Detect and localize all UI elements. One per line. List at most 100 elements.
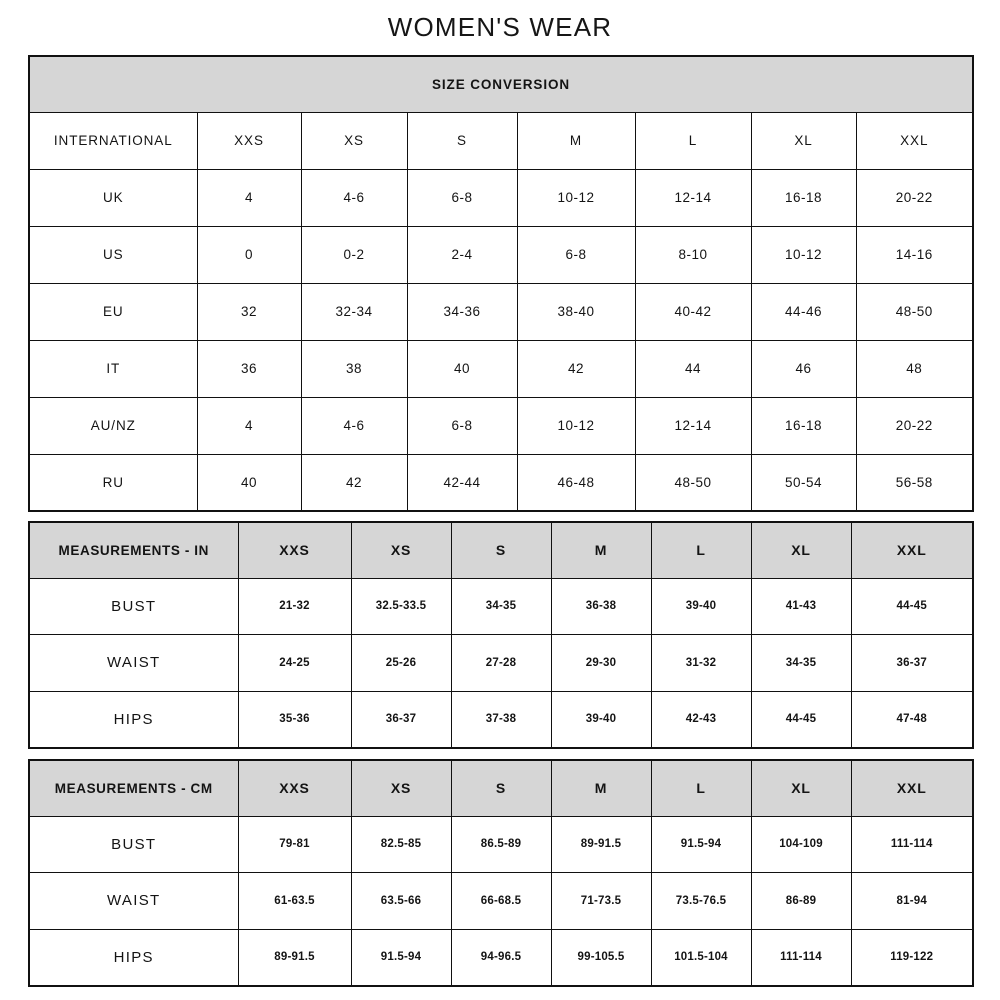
row-label-us: US [28,225,198,284]
cell-in-waist-xxs: 24-25 [237,634,352,692]
cell-in-hips-l: 42-43 [650,690,752,748]
cell-us-s: 2-4 [406,225,518,284]
column-header-xxl: XXL [855,111,974,170]
cell-cm-hips-xxs: 89-91.5 [237,928,352,986]
cell-it-xxs: 36 [196,339,302,398]
column-header-in-xxl: XXL [850,521,974,579]
cell-uk-xs: 4-6 [300,168,408,227]
cell-cm-waist-xl: 86-89 [750,872,852,930]
cell-cm-bust-l: 91.5-94 [650,815,752,873]
cell-in-hips-xs: 36-37 [350,690,452,748]
row-label-cm-waist: WAIST [28,872,239,930]
cell-cm-waist-xxs: 61-63.5 [237,872,352,930]
row-label-cm-hips: HIPS [28,928,239,986]
cell-in-waist-s: 27-28 [450,634,552,692]
cell-ru-l: 48-50 [634,453,752,512]
column-header-in-l: L [650,521,752,579]
cell-aunz-xxs: 4 [196,396,302,455]
measurements-in-table: MEASUREMENTS - IN XXS XS S M L XL XXL BU… [28,521,974,749]
column-header-xl: XL [750,111,857,170]
cell-us-xxs: 0 [196,225,302,284]
column-header-in-m: M [550,521,652,579]
size-conversion-banner: SIZE CONVERSION [28,55,974,113]
cell-cm-hips-s: 94-96.5 [450,928,552,986]
cell-eu-m: 38-40 [516,282,636,341]
cell-cm-hips-xxl: 119-122 [850,928,974,986]
table-row: HIPS 89-91.5 91.5-94 94-96.5 99-105.5 10… [28,928,974,986]
cell-cm-bust-s: 86.5-89 [450,815,552,873]
table-row: BUST 21-32 32.5-33.5 34-35 36-38 39-40 4… [28,577,974,635]
cell-aunz-xs: 4-6 [300,396,408,455]
cell-us-l: 8-10 [634,225,752,284]
cell-in-waist-m: 29-30 [550,634,652,692]
row-label-in-hips: HIPS [28,690,239,748]
table-row: BUST 79-81 82.5-85 86.5-89 89-91.5 91.5-… [28,815,974,873]
row-label-aunz: AU/NZ [28,396,198,455]
cell-in-bust-xl: 41-43 [750,577,852,635]
cell-uk-l: 12-14 [634,168,752,227]
cell-aunz-m: 10-12 [516,396,636,455]
cell-cm-bust-xxl: 111-114 [850,815,974,873]
cell-cm-waist-m: 71-73.5 [550,872,652,930]
cell-cm-bust-xxs: 79-81 [237,815,352,873]
row-label-ru: RU [28,453,198,512]
column-header-in-s: S [450,521,552,579]
cell-it-s: 40 [406,339,518,398]
table-header-row: INTERNATIONAL XXS XS S M L XL XXL [28,111,974,170]
cell-us-xxl: 14-16 [855,225,974,284]
column-header-measurements-cm: MEASUREMENTS - CM [28,759,239,817]
cell-in-waist-xxl: 36-37 [850,634,974,692]
cell-in-bust-xxl: 44-45 [850,577,974,635]
column-header-measurements-in: MEASUREMENTS - IN [28,521,239,579]
cell-in-waist-xl: 34-35 [750,634,852,692]
cell-in-waist-l: 31-32 [650,634,752,692]
cell-it-xl: 46 [750,339,857,398]
row-label-eu: EU [28,282,198,341]
cell-cm-bust-xs: 82.5-85 [350,815,452,873]
column-header-in-xl: XL [750,521,852,579]
cell-in-bust-l: 39-40 [650,577,752,635]
table-row: RU 40 42 42-44 46-48 48-50 50-54 56-58 [28,453,974,512]
cell-cm-waist-s: 66-68.5 [450,872,552,930]
cell-cm-waist-l: 73.5-76.5 [650,872,752,930]
column-header-in-xs: XS [350,521,452,579]
column-header-in-xxs: XXS [237,521,352,579]
cell-in-hips-xxl: 47-48 [850,690,974,748]
column-header-international: INTERNATIONAL [28,111,198,170]
cell-eu-l: 40-42 [634,282,752,341]
cell-cm-hips-l: 101.5-104 [650,928,752,986]
cell-cm-waist-xs: 63.5-66 [350,872,452,930]
column-header-cm-xl: XL [750,759,852,817]
cell-in-hips-m: 39-40 [550,690,652,748]
column-header-cm-s: S [450,759,552,817]
column-header-l: L [634,111,752,170]
cell-it-m: 42 [516,339,636,398]
cell-ru-m: 46-48 [516,453,636,512]
cell-cm-waist-xxl: 81-94 [850,872,974,930]
cell-aunz-l: 12-14 [634,396,752,455]
cell-cm-bust-m: 89-91.5 [550,815,652,873]
column-header-cm-l: L [650,759,752,817]
row-label-cm-bust: BUST [28,815,239,873]
cell-uk-m: 10-12 [516,168,636,227]
column-header-xs: XS [300,111,408,170]
cell-uk-xxl: 20-22 [855,168,974,227]
cell-ru-s: 42-44 [406,453,518,512]
cell-eu-xxl: 48-50 [855,282,974,341]
table-row: EU 32 32-34 34-36 38-40 40-42 44-46 48-5… [28,282,974,341]
measurements-cm-table: MEASUREMENTS - CM XXS XS S M L XL XXL BU… [28,759,974,987]
table-banner-row: SIZE CONVERSION [28,55,974,113]
cell-in-waist-xs: 25-26 [350,634,452,692]
cell-in-bust-xs: 32.5-33.5 [350,577,452,635]
column-header-cm-xxs: XXS [237,759,352,817]
cell-ru-xxs: 40 [196,453,302,512]
size-conversion-table: SIZE CONVERSION INTERNATIONAL XXS XS S M… [28,55,975,512]
cell-in-hips-xxs: 35-36 [237,690,352,748]
cell-ru-xxl: 56-58 [855,453,974,512]
row-label-in-waist: WAIST [28,634,239,692]
cell-in-bust-xxs: 21-32 [237,577,352,635]
table-row: HIPS 35-36 36-37 37-38 39-40 42-43 44-45… [28,690,974,748]
cell-cm-hips-xs: 91.5-94 [350,928,452,986]
table-header-row: MEASUREMENTS - CM XXS XS S M L XL XXL [28,759,974,817]
row-label-it: IT [28,339,198,398]
